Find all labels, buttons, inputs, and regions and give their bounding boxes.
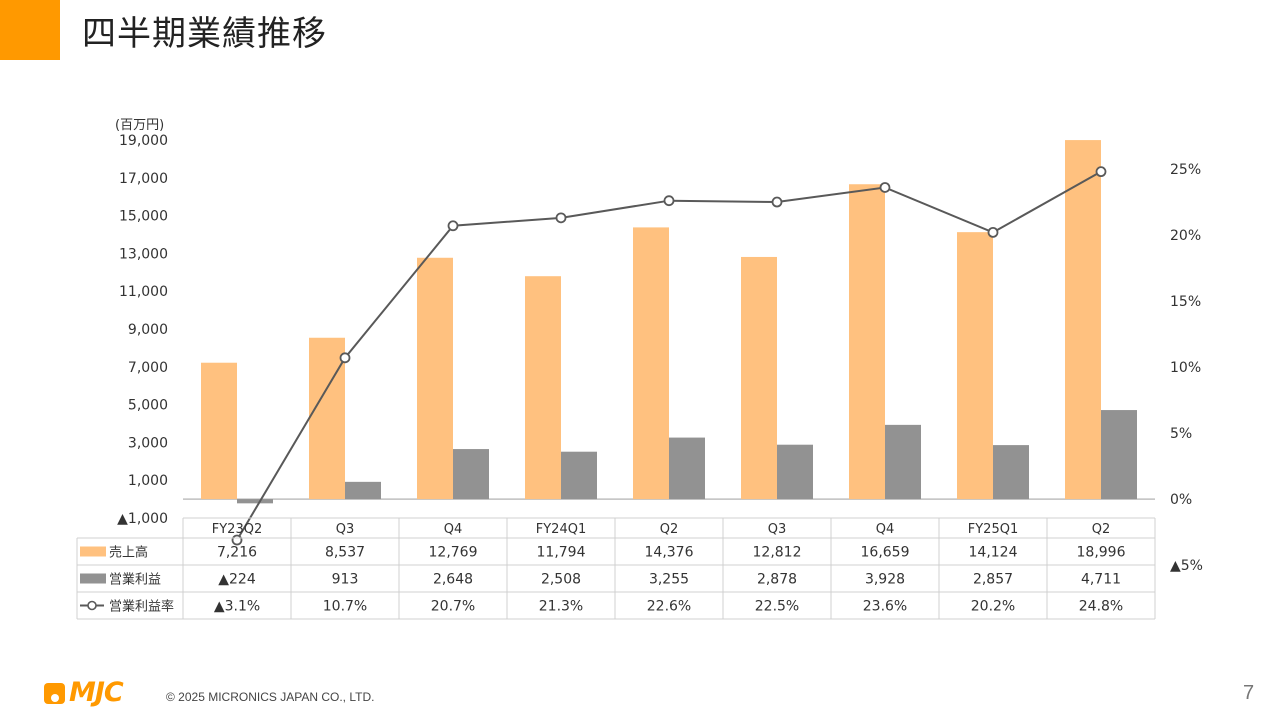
left-axis-tick-label: 3,000 (128, 435, 168, 451)
table-value: 22.6% (647, 599, 691, 615)
operating-profit-bar (237, 499, 273, 504)
right-axis-tick-label: 0% (1170, 492, 1192, 508)
legend-marker-icon (87, 600, 97, 611)
operating-profit-bar (669, 437, 705, 500)
right-axis-tick-label: 10% (1170, 360, 1201, 376)
table-value: 24.8% (1079, 599, 1123, 615)
chart-unit-label: (百万円) (115, 118, 164, 133)
legend-swatch-icon (80, 546, 106, 557)
company-logo: MJC (44, 677, 144, 709)
table-value: ▲224 (218, 572, 256, 588)
table-value: 12,812 (753, 545, 802, 561)
sales-bar (417, 257, 453, 500)
left-axis-tick-label: 5,000 (128, 398, 168, 414)
operating-margin-point (1095, 166, 1107, 178)
operating-margin-point (555, 212, 567, 224)
logo-mark-icon (44, 683, 65, 704)
operating-profit-bar (777, 444, 813, 500)
logo-text: MJC (69, 677, 124, 708)
operating-profit-bar (453, 449, 489, 500)
table-value: 3,928 (865, 572, 905, 588)
left-axis-tick-label: 1,000 (128, 473, 168, 489)
sales-bar (633, 227, 669, 500)
left-axis-tick-label: 19,000 (119, 133, 168, 149)
table-value: 14,376 (645, 545, 694, 561)
category-label: FY24Q1 (536, 522, 586, 537)
sales-bar (741, 256, 777, 500)
operating-profit-bar (993, 445, 1029, 500)
table-value: 2,508 (541, 572, 581, 588)
table-value: 18,996 (1077, 545, 1126, 561)
category-label: Q3 (336, 522, 355, 537)
left-axis-tick-label: 7,000 (128, 360, 168, 376)
table-value: 16,659 (861, 545, 910, 561)
left-axis-tick-label: ▲1,000 (117, 511, 168, 527)
table-value: ▲3.1% (214, 599, 260, 615)
operating-margin-point (879, 182, 891, 193)
legend-label: 売上高 (109, 545, 148, 561)
table-value: 14,124 (969, 545, 1018, 561)
table-value: 20.7% (431, 599, 475, 615)
table-value: 7,216 (217, 545, 257, 561)
sales-bar (1065, 140, 1101, 500)
table-value: 4,711 (1081, 572, 1121, 588)
operating-profit-bar (1101, 410, 1137, 500)
right-axis-tick-label: 25% (1170, 162, 1201, 178)
left-axis-tick-label: 15,000 (119, 209, 168, 225)
left-axis-tick-label: 11,000 (119, 284, 168, 300)
sales-bar (525, 276, 561, 500)
category-label: FY25Q1 (968, 522, 1018, 537)
page-title: 四半期業績推移 (82, 14, 327, 54)
legend-label: 営業利益 (109, 572, 161, 588)
operating-margin-point (339, 352, 351, 364)
category-label: Q4 (876, 522, 895, 537)
category-label: Q2 (660, 522, 679, 537)
table-value: 20.2% (971, 599, 1015, 615)
category-label: Q4 (444, 522, 463, 537)
operating-margin-point (987, 226, 999, 238)
table-value: 8,537 (325, 545, 365, 561)
left-axis-tick-label: 9,000 (128, 322, 168, 338)
legend-swatch-icon (80, 573, 106, 584)
left-axis-tick-label: 13,000 (119, 246, 168, 262)
operating-profit-bar (885, 424, 921, 500)
category-label: Q2 (1092, 522, 1111, 537)
right-axis-tick-label: 15% (1170, 294, 1201, 310)
sales-bar (849, 184, 885, 500)
operating-profit-bar (561, 451, 597, 500)
right-axis-tick-label: ▲5% (1170, 558, 1203, 574)
operating-margin-point (771, 196, 783, 208)
operating-margin-point (663, 195, 675, 207)
category-label: Q3 (768, 522, 787, 537)
category-label: FY23Q2 (212, 522, 262, 537)
table-value: 913 (332, 572, 359, 588)
table-value: 22.5% (755, 599, 799, 615)
table-value: 2,648 (433, 572, 473, 588)
operating-profit-bar (345, 481, 381, 500)
right-axis-tick-label: 20% (1170, 228, 1201, 244)
table-value: 21.3% (539, 599, 583, 615)
table-value: 23.6% (863, 599, 907, 615)
left-axis-tick-label: 17,000 (119, 171, 168, 187)
sales-bar (201, 362, 237, 500)
page-number: 7 (1243, 682, 1255, 704)
sales-bar (957, 232, 993, 500)
legend-label: 営業利益率 (109, 599, 174, 615)
table-value: 2,857 (973, 572, 1013, 588)
right-axis-tick-label: 5% (1170, 426, 1192, 442)
operating-margin-point (447, 220, 459, 232)
table-value: 10.7% (323, 599, 367, 615)
sales-bar (309, 337, 345, 500)
table-value: 11,794 (537, 545, 586, 561)
title-accent-bar (0, 0, 60, 60)
copyright-notice: © 2025 MICRONICS JAPAN CO., LTD. (166, 690, 375, 704)
table-value: 12,769 (429, 545, 478, 561)
table-value: 3,255 (649, 572, 689, 588)
table-value: 2,878 (757, 572, 797, 588)
